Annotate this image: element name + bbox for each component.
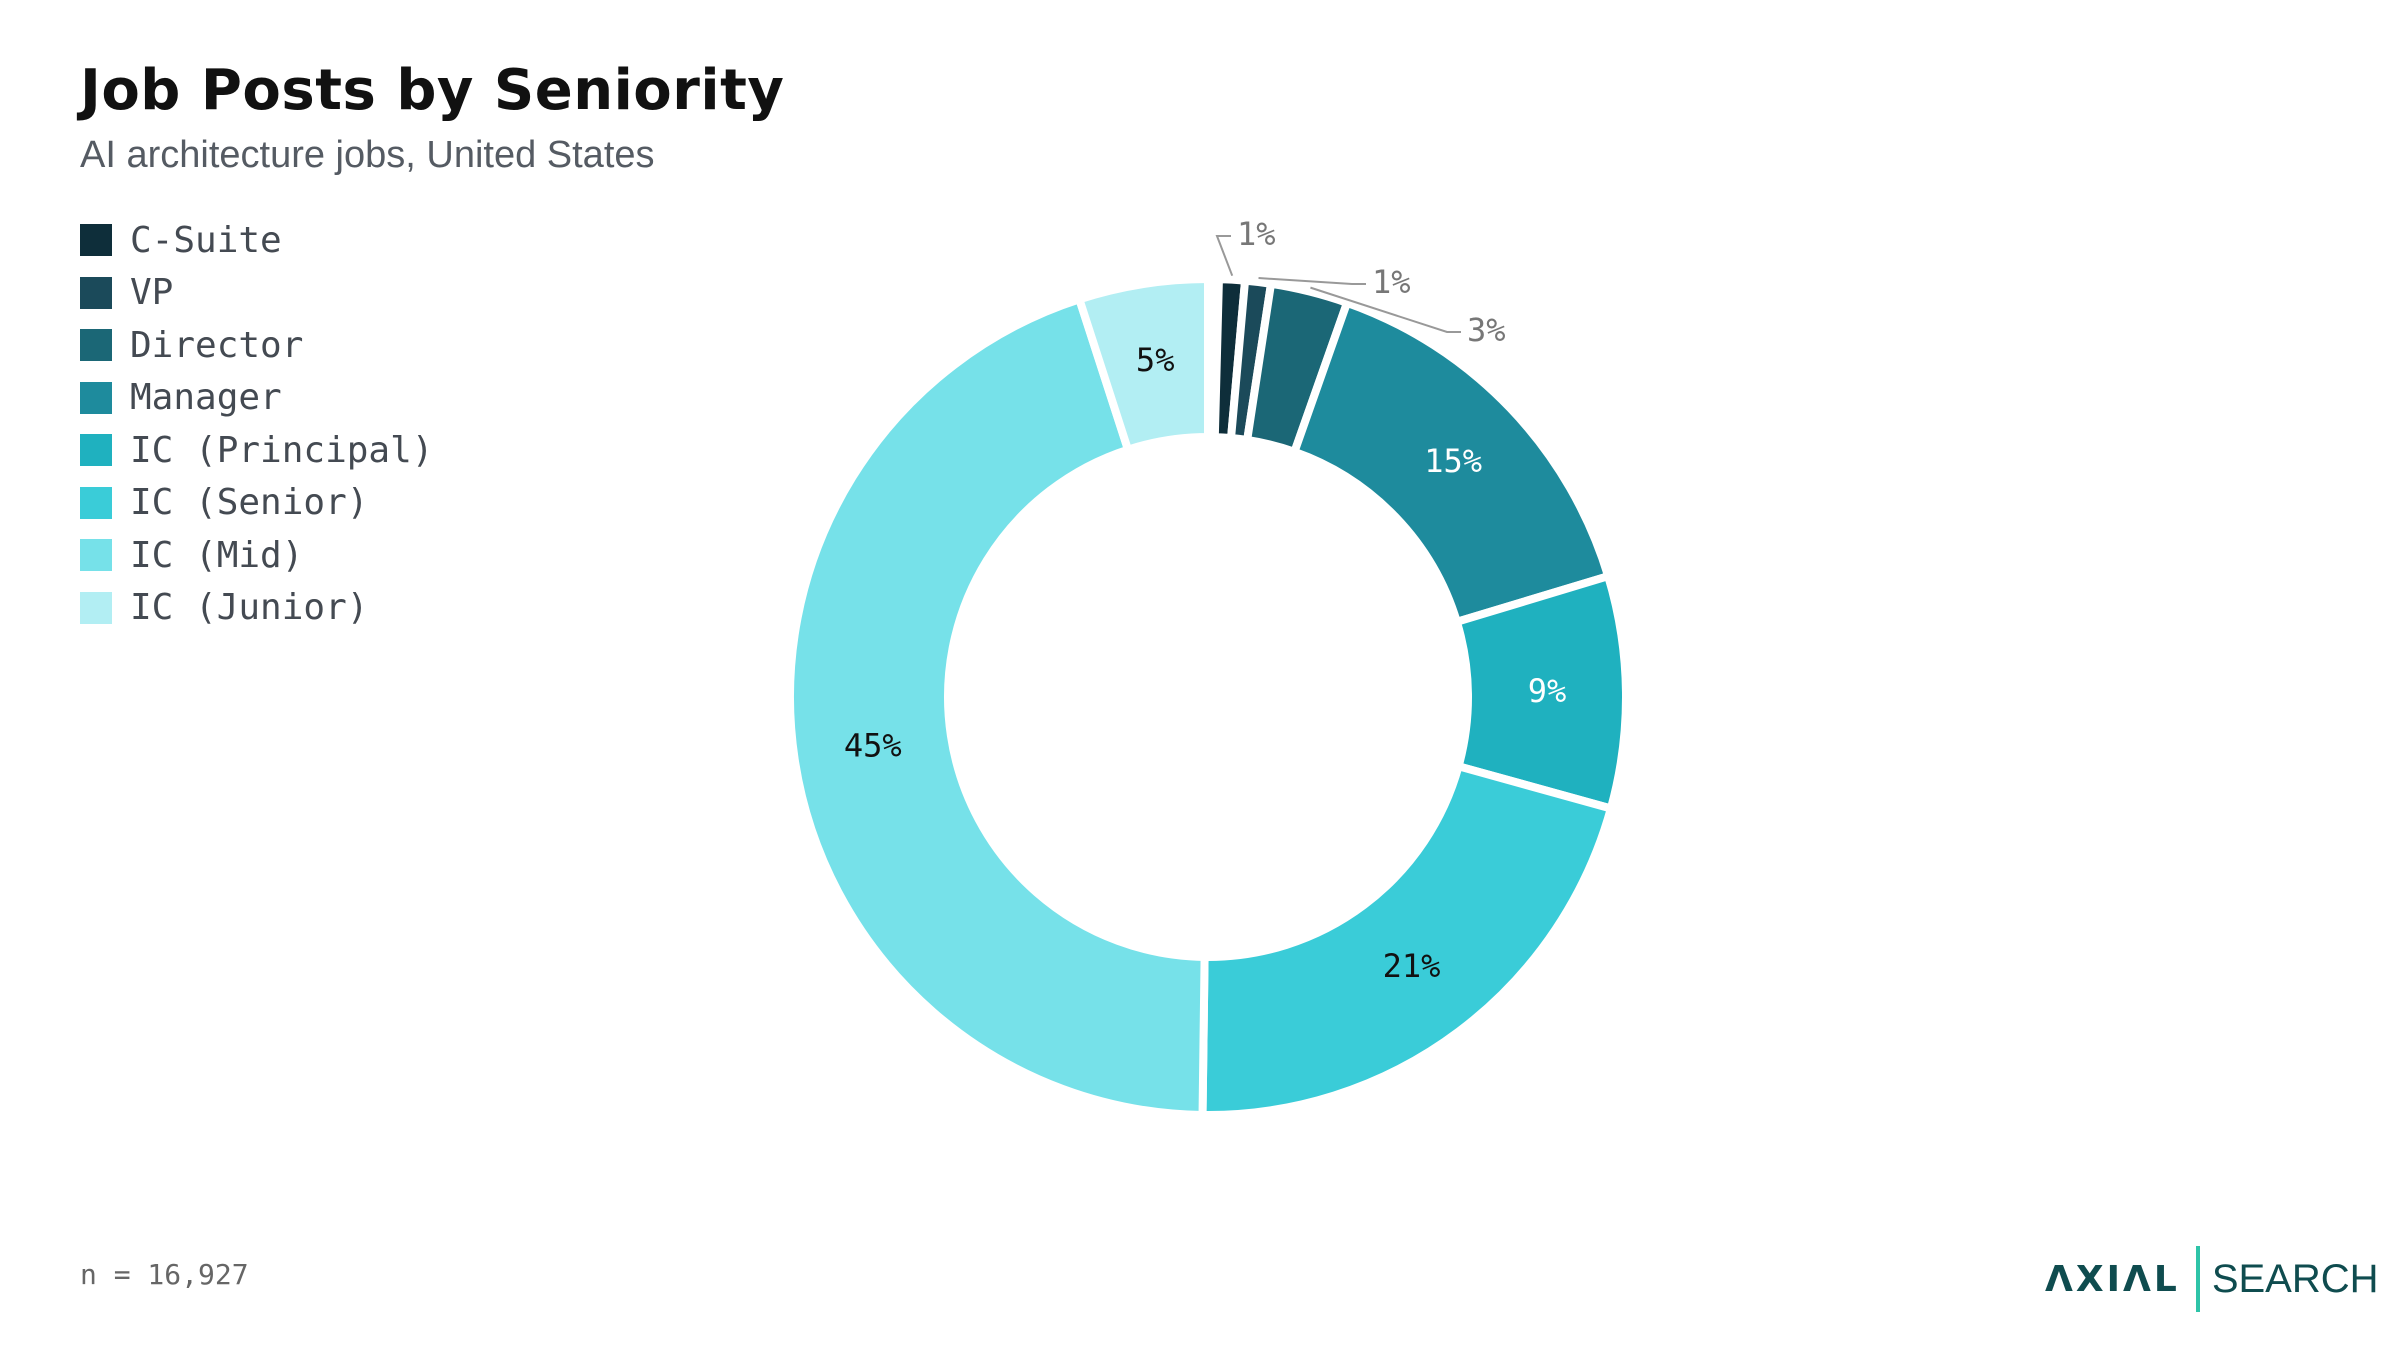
slice-label: 9%: [1528, 672, 1567, 710]
logo-sub: SEARCH: [2211, 1256, 2379, 1301]
chart-title: Job Posts by Seniority: [80, 58, 785, 123]
leader-line: [1310, 286, 1461, 333]
legend-swatch: [80, 434, 112, 467]
legend-label: IC (Junior): [130, 587, 369, 629]
legend-swatch: [80, 539, 112, 572]
donut-slice-ic-junior: [1074, 274, 1212, 455]
sample-size-note: n = 16,927: [80, 1258, 249, 1291]
donut-slice-ic-mid: [786, 294, 1209, 1120]
legend-item: IC (Mid): [80, 529, 433, 582]
donut-slice-manager: [1289, 297, 1614, 627]
legend-item: IC (Principal): [80, 424, 433, 477]
legend-item: IC (Senior): [80, 477, 433, 530]
slice-label: 21%: [1383, 947, 1441, 985]
legend-swatch: [80, 224, 112, 257]
leader-lines: [1215, 235, 1461, 333]
legend-item: IC (Junior): [80, 582, 433, 635]
legend-label: Director: [130, 324, 304, 366]
legend-item: C-Suite: [80, 214, 433, 267]
logo-divider: [2195, 1246, 2200, 1312]
legend-swatch: [80, 329, 112, 362]
legend-item: Director: [80, 319, 433, 372]
legend-item: Manager: [80, 372, 433, 425]
logo-brand: ΛXIΛL: [2045, 1258, 2180, 1300]
slice-label: 1%: [1372, 263, 1411, 301]
chart-subtitle: AI architecture jobs, United States: [80, 134, 655, 176]
legend-swatch: [80, 591, 112, 624]
chart-legend: C-Suite VP Director Manager IC (Principal) IC…: [80, 214, 433, 634]
legend-label: IC (Senior): [130, 482, 369, 524]
slice-label: 45%: [844, 727, 902, 765]
legend-label: IC (Mid): [130, 534, 304, 576]
legend-label: C-Suite: [130, 219, 282, 261]
legend-label: IC (Principal): [130, 429, 434, 471]
legend-item: VP: [80, 267, 433, 320]
legend-label: VP: [130, 272, 174, 314]
slice-label: 5%: [1136, 341, 1175, 379]
brand-logo: ΛXIΛL SEARCH: [2045, 1246, 2379, 1312]
legend-label: Manager: [130, 377, 282, 419]
slice-label: 15%: [1424, 442, 1482, 480]
slice-labels: 1% 1% 3% 15% 9% 21% 45% 5%: [844, 215, 1566, 985]
slice-label: 1%: [1237, 215, 1276, 253]
donut-slice-ic-senior: [1198, 761, 1616, 1119]
slice-label: 3%: [1467, 311, 1506, 349]
legend-swatch: [80, 486, 112, 519]
donut-slices: [786, 274, 1630, 1120]
legend-swatch: [80, 276, 112, 309]
leader-line: [1258, 277, 1366, 285]
leader-line: [1215, 235, 1234, 277]
legend-swatch: [80, 381, 112, 414]
